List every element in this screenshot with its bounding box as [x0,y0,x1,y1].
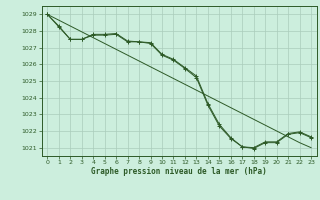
X-axis label: Graphe pression niveau de la mer (hPa): Graphe pression niveau de la mer (hPa) [91,167,267,176]
